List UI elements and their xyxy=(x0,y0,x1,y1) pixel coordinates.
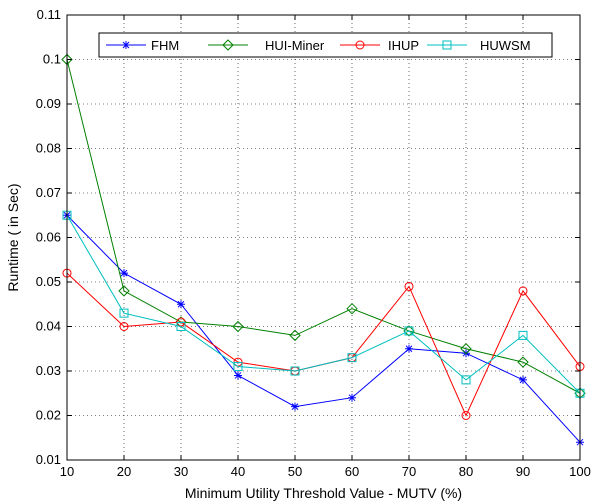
series-line xyxy=(66,214,581,394)
series-line xyxy=(66,59,581,394)
y-tick-label: 0.07 xyxy=(36,185,61,200)
data-point xyxy=(232,320,244,333)
y-tick-label: 0.02 xyxy=(36,408,61,423)
y-tick-label: 0.1 xyxy=(43,52,61,67)
data-point xyxy=(518,330,528,340)
x-axis-label: Minimum Utility Threshold Value - MUTV (… xyxy=(185,485,462,501)
data-point xyxy=(404,281,414,291)
x-tick-label: 20 xyxy=(117,464,131,479)
y-tick-label: 0.05 xyxy=(36,274,61,289)
legend: FHM HUI-Miner IHUP HUWSM xyxy=(98,32,553,58)
data-point xyxy=(461,411,471,420)
x-tick-label: 10 xyxy=(60,464,74,479)
x-tick-label: 40 xyxy=(231,464,245,479)
y-tick-label: 0.03 xyxy=(36,363,61,378)
legend-marker xyxy=(442,40,452,50)
legend-marker xyxy=(355,40,365,50)
x-tick-label: 70 xyxy=(402,464,416,479)
data-point xyxy=(405,344,413,353)
data-point xyxy=(289,329,301,342)
data-point xyxy=(234,371,242,380)
y-tick-label: 0.11 xyxy=(37,7,61,22)
grid-lines xyxy=(67,15,580,460)
data-point xyxy=(404,326,414,336)
legend-marker xyxy=(122,41,130,49)
legend-item: FHM xyxy=(106,38,179,53)
legend-item: HUI-Miner xyxy=(208,38,325,53)
data-point xyxy=(517,356,529,368)
data-point xyxy=(291,402,299,411)
y-tick-label: 0.06 xyxy=(36,230,61,245)
data-point xyxy=(119,308,129,318)
data-point xyxy=(176,322,186,331)
legend-box xyxy=(98,32,553,58)
data-point xyxy=(518,286,528,296)
data-point xyxy=(347,353,357,363)
legend-label: IHUP xyxy=(388,38,419,53)
x-tick-label: 80 xyxy=(459,464,473,479)
legend-marker xyxy=(222,39,234,51)
legend-label: FHM xyxy=(151,38,179,53)
data-point xyxy=(120,269,128,278)
data-point xyxy=(119,322,129,331)
data-point xyxy=(519,375,527,384)
x-tick-label: 100 xyxy=(569,464,591,479)
legend-item: HUWSM xyxy=(427,38,531,53)
axis-ticks: 10 20 30 40 50 60 70 80 90 100 0.01 0.02 0.03 0.04 0.0… xyxy=(36,7,591,479)
y-tick-label: 0.08 xyxy=(36,141,61,156)
series-line xyxy=(66,214,581,443)
x-tick-label: 90 xyxy=(516,464,530,479)
data-point xyxy=(403,325,415,337)
x-tick-label: 50 xyxy=(288,464,302,479)
data-point xyxy=(177,300,185,309)
y-tick-label: 0.01 xyxy=(36,452,61,467)
y-axis-label: Runtime ( in Sec) xyxy=(5,183,21,291)
series-group xyxy=(61,53,586,447)
y-tick-label: 0.09 xyxy=(36,96,61,111)
legend-label: HUI-Miner xyxy=(265,38,325,53)
data-point xyxy=(460,343,472,355)
legend-item: IHUP xyxy=(340,38,419,53)
x-tick-label: 30 xyxy=(174,464,188,479)
x-tick-label: 60 xyxy=(345,464,359,479)
data-point xyxy=(348,393,356,402)
y-tick-label: 0.04 xyxy=(36,319,61,334)
data-point xyxy=(290,366,300,376)
data-point xyxy=(118,285,130,297)
data-point xyxy=(233,362,243,372)
data-point xyxy=(346,302,358,315)
data-point xyxy=(461,375,471,385)
legend-label: HUWSM xyxy=(480,38,531,53)
